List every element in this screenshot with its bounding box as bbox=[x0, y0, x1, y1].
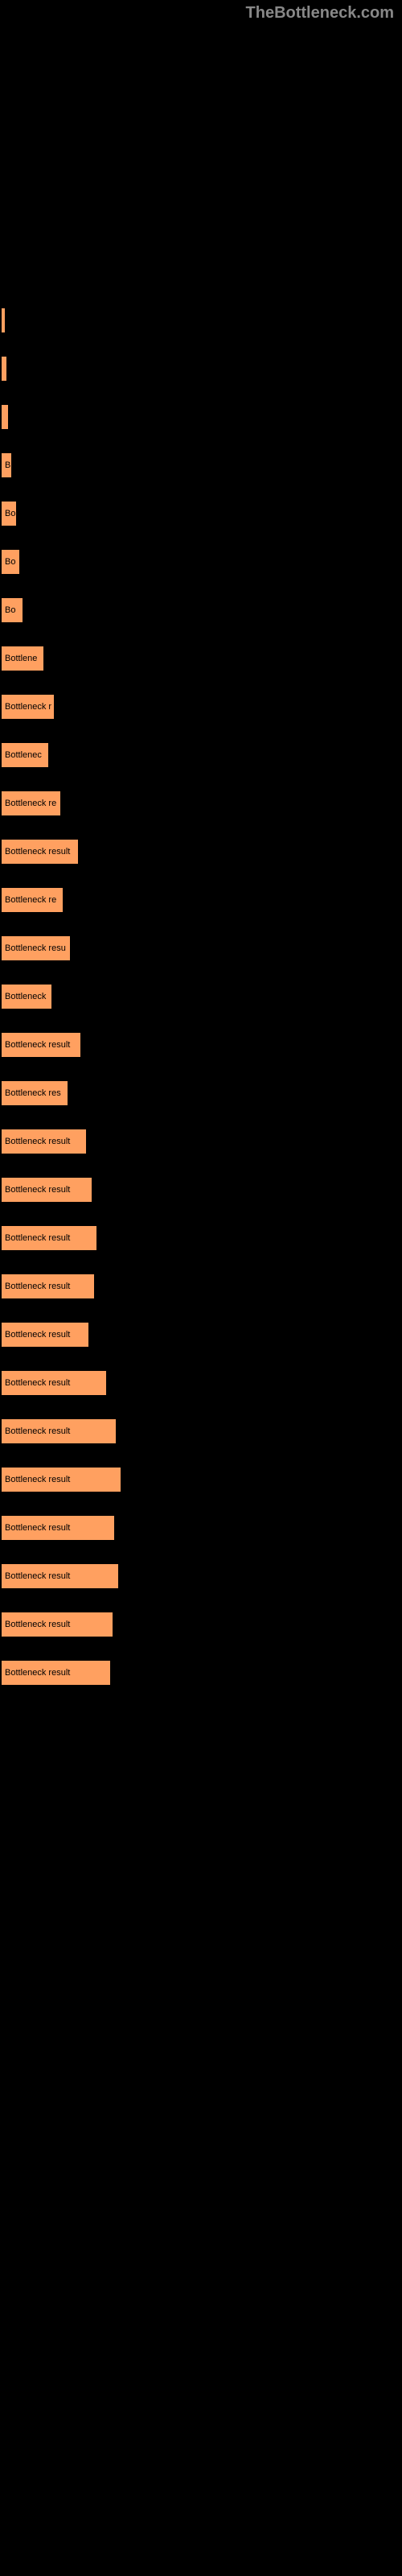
bar bbox=[2, 308, 5, 332]
bar-row: Bottleneck result bbox=[2, 1661, 402, 1685]
bar-row: Bottleneck result bbox=[2, 1371, 402, 1395]
bar-row: Bottleneck result bbox=[2, 1612, 402, 1637]
bar-row: Bottleneck result bbox=[2, 840, 402, 864]
bar-row: Bottleneck res bbox=[2, 1081, 402, 1105]
bar-row: Bottleneck re bbox=[2, 888, 402, 912]
bar: Bottleneck bbox=[2, 985, 51, 1009]
bar: Bottleneck result bbox=[2, 840, 78, 864]
bar-row: Bottleneck result bbox=[2, 1033, 402, 1057]
bar-row bbox=[2, 405, 402, 429]
bar-row: Bo bbox=[2, 502, 402, 526]
logo-text: TheBottleneck.com bbox=[0, 0, 402, 27]
bar: B bbox=[2, 453, 11, 477]
bar: Bottleneck result bbox=[2, 1419, 116, 1443]
bar: Bottleneck re bbox=[2, 791, 60, 815]
bar: Bottleneck res bbox=[2, 1081, 68, 1105]
bar-row: Bottleneck result bbox=[2, 1226, 402, 1250]
bar-row: Bottleneck result bbox=[2, 1419, 402, 1443]
bar: Bottlenec bbox=[2, 743, 48, 767]
bar: Bottleneck result bbox=[2, 1178, 92, 1202]
bar: Bottleneck result bbox=[2, 1612, 113, 1637]
bar-row: Bottleneck result bbox=[2, 1516, 402, 1540]
bar: Bottleneck re bbox=[2, 888, 63, 912]
bar bbox=[2, 405, 8, 429]
bar-row: Bottleneck result bbox=[2, 1178, 402, 1202]
bar: Bottleneck result bbox=[2, 1661, 110, 1685]
bar: Bottleneck result bbox=[2, 1033, 80, 1057]
bar: Bottleneck result bbox=[2, 1371, 106, 1395]
bar-row: Bottleneck result bbox=[2, 1129, 402, 1154]
bar-chart: B Bo Bo Bo Bottlene Bottleneck r Bottlenec Bott… bbox=[0, 27, 402, 1685]
bar: Bottleneck result bbox=[2, 1516, 114, 1540]
bar: Bottleneck result bbox=[2, 1564, 118, 1588]
bar-row: B bbox=[2, 453, 402, 477]
bar bbox=[2, 357, 6, 381]
bar-row: Bottleneck re bbox=[2, 791, 402, 815]
bar: Bottleneck result bbox=[2, 1226, 96, 1250]
bar-row: Bottlenec bbox=[2, 743, 402, 767]
bar: Bottleneck result bbox=[2, 1323, 88, 1347]
bar-row: Bo bbox=[2, 550, 402, 574]
bar-row bbox=[2, 308, 402, 332]
bar: Bottleneck result bbox=[2, 1274, 94, 1298]
bar: Bo bbox=[2, 502, 16, 526]
bar-row: Bottleneck result bbox=[2, 1468, 402, 1492]
bar-row: Bottleneck result bbox=[2, 1274, 402, 1298]
bar: Bottleneck result bbox=[2, 1129, 86, 1154]
bar-row: Bottleneck resu bbox=[2, 936, 402, 960]
bar-row: Bottleneck bbox=[2, 985, 402, 1009]
bar: Bottleneck r bbox=[2, 695, 54, 719]
bar: Bottleneck resu bbox=[2, 936, 70, 960]
bar: Bottleneck result bbox=[2, 1468, 121, 1492]
bar-row bbox=[2, 357, 402, 381]
bar: Bo bbox=[2, 550, 19, 574]
bar-row: Bottlene bbox=[2, 646, 402, 671]
bar-row: Bottleneck result bbox=[2, 1323, 402, 1347]
bar: Bo bbox=[2, 598, 23, 622]
bar: Bottlene bbox=[2, 646, 43, 671]
bar-row: Bottleneck result bbox=[2, 1564, 402, 1588]
bar-row: Bottleneck r bbox=[2, 695, 402, 719]
bar-row: Bo bbox=[2, 598, 402, 622]
